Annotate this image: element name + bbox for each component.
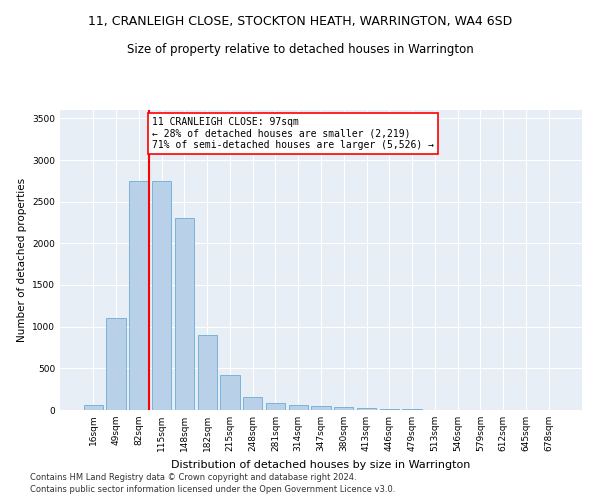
Text: Size of property relative to detached houses in Warrington: Size of property relative to detached ho… <box>127 42 473 56</box>
Bar <box>289 405 308 410</box>
Bar <box>129 181 149 410</box>
Bar <box>152 181 172 410</box>
Bar <box>84 405 103 410</box>
Text: Contains public sector information licensed under the Open Government Licence v3: Contains public sector information licen… <box>30 486 395 494</box>
Bar <box>243 396 262 410</box>
Text: Contains HM Land Registry data © Crown copyright and database right 2024.: Contains HM Land Registry data © Crown c… <box>30 473 356 482</box>
Bar <box>357 408 376 410</box>
Bar <box>266 402 285 410</box>
X-axis label: Distribution of detached houses by size in Warrington: Distribution of detached houses by size … <box>172 460 470 469</box>
Bar <box>197 335 217 410</box>
Y-axis label: Number of detached properties: Number of detached properties <box>17 178 26 342</box>
Bar <box>403 409 422 410</box>
Bar <box>106 318 126 410</box>
Text: 11, CRANLEIGH CLOSE, STOCKTON HEATH, WARRINGTON, WA4 6SD: 11, CRANLEIGH CLOSE, STOCKTON HEATH, WAR… <box>88 15 512 28</box>
Bar <box>220 375 239 410</box>
Bar <box>175 218 194 410</box>
Text: 11 CRANLEIGH CLOSE: 97sqm
← 28% of detached houses are smaller (2,219)
71% of se: 11 CRANLEIGH CLOSE: 97sqm ← 28% of detac… <box>152 116 434 150</box>
Bar <box>380 408 399 410</box>
Bar <box>311 406 331 410</box>
Bar <box>334 407 353 410</box>
